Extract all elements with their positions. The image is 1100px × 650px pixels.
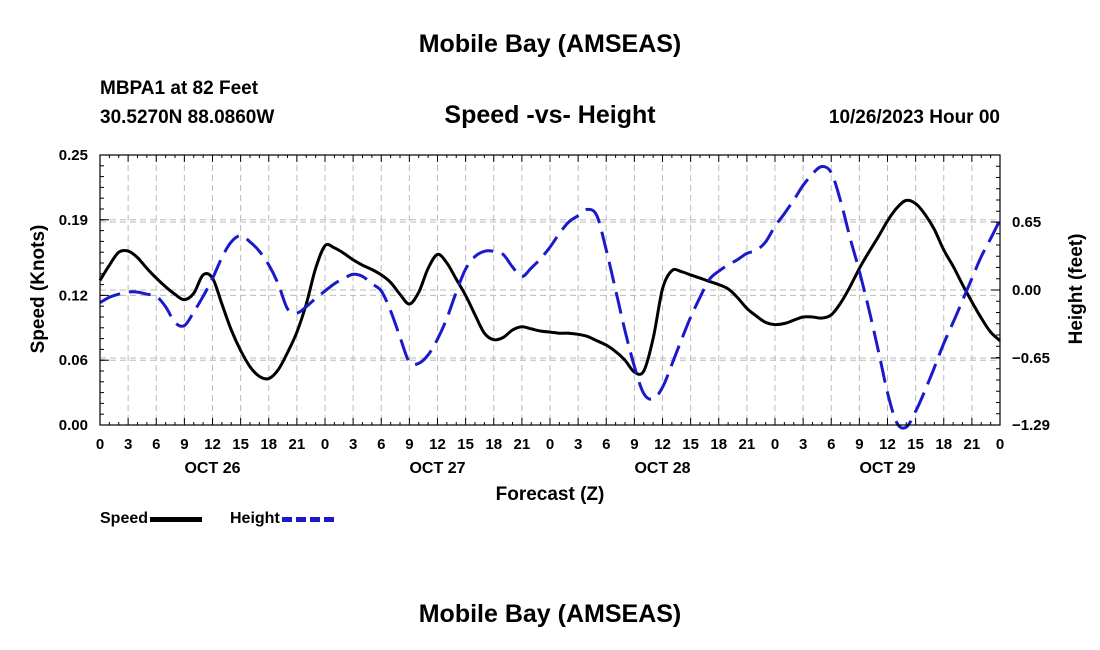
y-right-tick-label: 0.00 <box>1012 282 1041 299</box>
series-layer <box>98 164 1002 430</box>
y-right-tick-label: −1.29 <box>1012 417 1050 434</box>
x-tick-label: 0 <box>321 436 329 453</box>
x-tick-label: 3 <box>124 436 132 453</box>
x-tick-label: 6 <box>827 436 835 453</box>
y-axis-label-right: Height (feet) <box>1066 234 1087 345</box>
legend-speed-swatch <box>150 516 203 522</box>
day-label: OCT 27 <box>409 460 465 477</box>
x-tick-label: 6 <box>377 436 385 453</box>
x-tick-label: 3 <box>574 436 582 453</box>
x-tick-label: 21 <box>289 436 306 453</box>
y-left-tick-label: 0.00 <box>59 417 88 434</box>
x-tick-label: 12 <box>654 436 671 453</box>
series-line-speed <box>98 198 1002 381</box>
y-left-tick-label: 0.25 <box>59 147 88 164</box>
y-right-tick-label: 0.65 <box>1012 214 1041 231</box>
x-tick-label: 9 <box>630 436 638 453</box>
x-tick-label: 12 <box>429 436 446 453</box>
y-left-tick-label: 0.12 <box>59 287 88 304</box>
x-tick-label: 21 <box>964 436 981 453</box>
x-tick-label: 15 <box>682 436 699 453</box>
legend-speed-label: Speed <box>100 510 149 527</box>
x-tick-label: 3 <box>799 436 807 453</box>
grid-lines <box>100 155 1000 426</box>
x-tick-label: 9 <box>180 436 188 453</box>
day-label: OCT 29 <box>859 460 915 477</box>
x-tick-label: 18 <box>935 436 952 453</box>
x-tick-label: 9 <box>405 436 413 453</box>
x-tick-label: 0 <box>996 436 1004 453</box>
legend-speed: Speed <box>100 510 203 528</box>
y-left-tick-label: 0.06 <box>59 352 88 369</box>
legend-height: Height <box>230 510 334 528</box>
y-axis-label-left: Speed (Knots) <box>28 225 49 354</box>
x-tick-label: 18 <box>260 436 277 453</box>
x-tick-label: 9 <box>855 436 863 453</box>
x-tick-label: 0 <box>546 436 554 453</box>
x-tick-label: 15 <box>232 436 249 453</box>
x-tick-label: 12 <box>879 436 896 453</box>
run-time-label: 10/26/2023 Hour 00 <box>828 107 1000 128</box>
x-tick-label: 12 <box>204 436 221 453</box>
chart-title: Mobile Bay (AMSEAS) <box>418 30 682 58</box>
x-tick-label: 15 <box>457 436 474 453</box>
legend-height-swatch <box>281 516 334 522</box>
day-label: OCT 28 <box>634 460 690 477</box>
x-tick-label: 0 <box>96 436 104 453</box>
x-tick-label: 6 <box>602 436 610 453</box>
x-axis-label: Forecast (Z) <box>496 484 605 505</box>
x-tick-label: 21 <box>739 436 756 453</box>
y-left-tick-label: 0.19 <box>59 212 88 229</box>
x-tick-label: 15 <box>907 436 924 453</box>
x-tick-label: 0 <box>771 436 779 453</box>
day-label: OCT 26 <box>184 460 240 477</box>
legend-height-label: Height <box>230 510 280 527</box>
coordinates-label: 30.5270N 88.0860W <box>100 107 275 128</box>
x-tick-label: 6 <box>152 436 160 453</box>
y-right-tick-label: −0.65 <box>1012 350 1050 367</box>
chart-title-bottom: Mobile Bay (AMSEAS) <box>418 600 682 628</box>
plot-frame <box>99 154 1001 426</box>
x-tick-label: 18 <box>485 436 502 453</box>
chart-subtitle: Speed -vs- Height <box>444 101 656 129</box>
x-tick-label: 18 <box>710 436 727 453</box>
axis-tick-labels: 0 3 6 9 12 15 18 21 0 3 6 9 12 15 18 21 0 3 6 9 12 15 18 21 0 3 6 9… <box>59 147 1050 477</box>
x-tick-label: 21 <box>514 436 531 453</box>
station-label: MBPA1 at 82 Feet <box>100 78 259 99</box>
series-line-height <box>99 164 1002 430</box>
x-tick-label: 3 <box>349 436 357 453</box>
